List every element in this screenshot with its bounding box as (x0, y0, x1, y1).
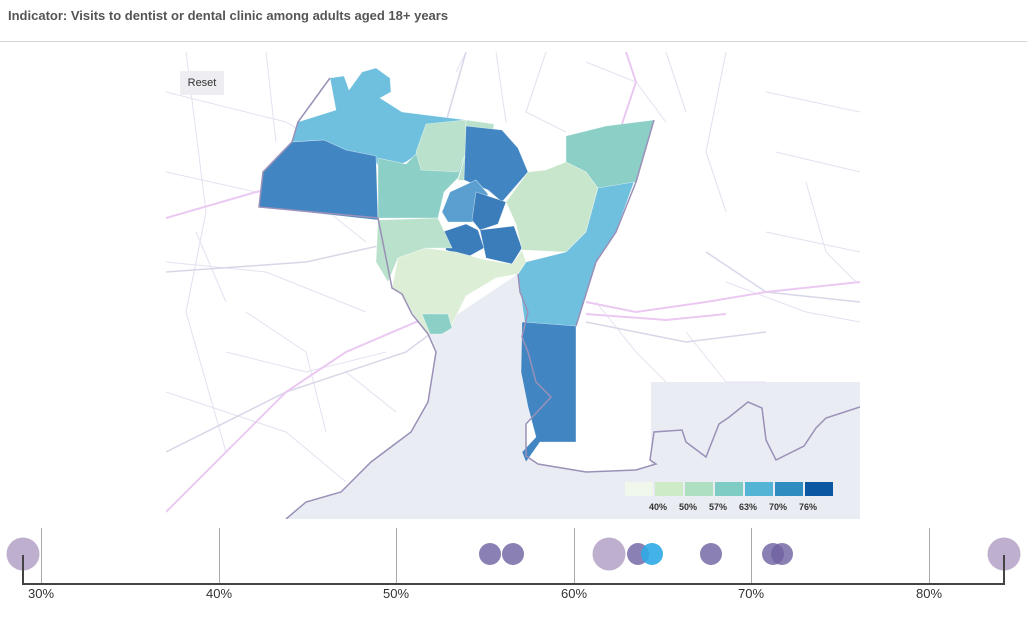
legend-swatch-4 (745, 482, 773, 496)
reference-dot[interactable] (592, 537, 626, 571)
gridline-70 (751, 528, 752, 585)
legend-labels: 40% 50% 57% 63% 70% 76% (625, 502, 835, 516)
tick-label-70: 70% (737, 586, 765, 601)
legend-label: 70% (768, 502, 788, 512)
gridline-50 (396, 528, 397, 585)
tick-label-50: 50% (382, 586, 410, 601)
selected-tract-dot[interactable] (640, 543, 663, 565)
map-canvas[interactable] (166, 52, 860, 519)
tract-s-teal[interactable] (421, 313, 453, 335)
gridline-40 (219, 528, 220, 585)
legend-swatch-3 (715, 482, 743, 496)
legend-label: 76% (798, 502, 818, 512)
tract-center-dark[interactable] (471, 191, 507, 231)
range-bar (23, 583, 1004, 585)
tract-north-dark[interactable] (463, 125, 529, 203)
indicator-title: Indicator: Visits to dentist or dental c… (8, 8, 449, 23)
water-shade (651, 382, 860, 472)
legend-label: 40% (648, 502, 668, 512)
distribution-strip: 30% 40% 50% 60% 70% 80% (0, 520, 1027, 617)
range-max-tick (1003, 555, 1005, 585)
color-legend: 40% 50% 57% 63% 70% 76% (625, 482, 835, 516)
legend-label: 57% (708, 502, 728, 512)
range-min-tick (22, 555, 24, 585)
legend-swatch-2 (685, 482, 713, 496)
legend-swatches (625, 482, 835, 496)
legend-label: 50% (678, 502, 698, 512)
city-boundary (258, 77, 860, 519)
tick-label-60: 60% (560, 586, 588, 601)
legend-label: 63% (738, 502, 758, 512)
choropleth-map[interactable]: Reset 40% 50% 57% 63% 70% 76% (166, 52, 860, 519)
gridline-30 (41, 528, 42, 585)
tract-dot[interactable] (699, 543, 722, 565)
gridline-60 (574, 528, 575, 585)
tract-south-dark[interactable] (479, 225, 523, 265)
tick-label-40: 40% (205, 586, 233, 601)
legend-swatch-5 (775, 482, 803, 496)
gridline-80 (929, 528, 930, 585)
tract-se-harbor[interactable] (520, 321, 577, 463)
legend-swatch-6 (805, 482, 833, 496)
neighborhood-polygons[interactable] (258, 67, 655, 463)
tract-dot[interactable] (502, 543, 525, 565)
indicator-header: Indicator: Visits to dentist or dental c… (0, 0, 1027, 42)
tick-label-30: 30% (27, 586, 55, 601)
tract-dot[interactable] (770, 543, 793, 565)
legend-swatch-1 (655, 482, 683, 496)
reset-button[interactable]: Reset (180, 71, 224, 95)
tract-dot[interactable] (479, 543, 502, 565)
legend-swatch-0 (625, 482, 653, 496)
tick-label-80: 80% (915, 586, 943, 601)
